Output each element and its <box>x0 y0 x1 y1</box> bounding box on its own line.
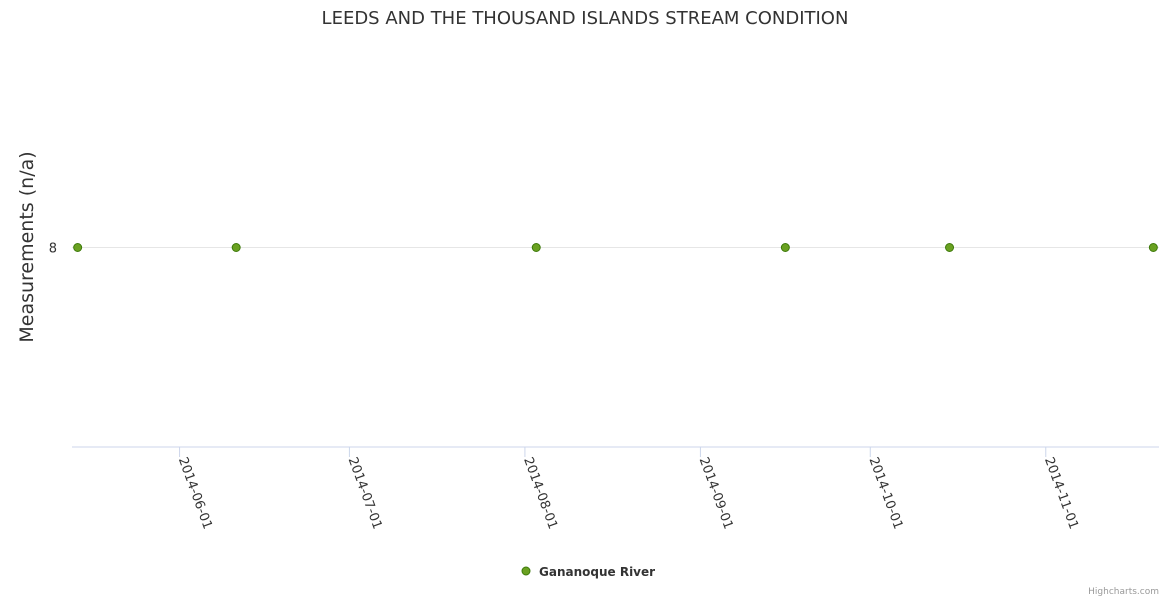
data-point[interactable] <box>531 243 541 252</box>
x-tick-label: 2014-11-01 <box>1041 455 1081 531</box>
series-points <box>73 243 1158 252</box>
y-axis-label: Measurements (n/a) <box>16 151 38 342</box>
legend[interactable]: Gananoque River <box>521 565 655 579</box>
y-axis-ticks: 8 <box>49 242 57 257</box>
credits-link[interactable]: Highcharts.com <box>1088 587 1159 597</box>
x-tick-label: 2014-09-01 <box>696 455 736 531</box>
data-point[interactable] <box>945 243 955 252</box>
x-tick-label: 2014-07-01 <box>345 455 385 531</box>
y-tick-label: 8 <box>49 242 57 257</box>
legend-item-gananoque-river[interactable]: Gananoque River <box>539 565 655 579</box>
data-point[interactable] <box>73 243 83 252</box>
chart-title: LEEDS AND THE THOUSAND ISLANDS STREAM CO… <box>322 8 849 29</box>
legend-marker-icon <box>521 566 531 576</box>
data-point[interactable] <box>1148 243 1158 252</box>
data-point[interactable] <box>231 243 241 252</box>
x-tick-label: 2014-06-01 <box>175 455 215 531</box>
data-point[interactable] <box>780 243 790 252</box>
x-tick-label: 2014-08-01 <box>520 455 560 531</box>
x-tick-label: 2014-10-01 <box>866 455 906 531</box>
x-axis-ticks: 2014-06-01 2014-07-01 2014-08-01 2014-09-01… <box>175 447 1081 531</box>
